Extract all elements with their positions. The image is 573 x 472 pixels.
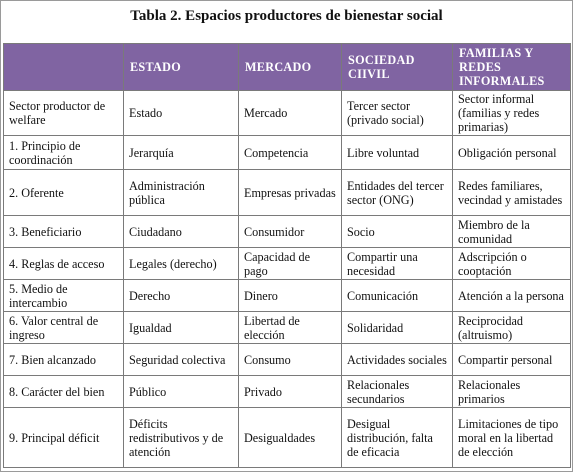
cell-mercado: Consumidor — [238, 215, 342, 248]
cell-familias: Compartir personal — [452, 343, 571, 376]
row-label: Sector productor de welfare — [3, 90, 124, 136]
cell-familias: Redes familiares, vecindad y amistades — [452, 169, 571, 216]
table-title: Tabla 2. Espacios productores de bienest… — [130, 8, 443, 24]
table-row: 6. Valor central de ingreso Igualdad Lib… — [3, 311, 571, 344]
cell-familias: Reciprocidad (altruismo) — [452, 311, 571, 344]
cell-estado: Derecho — [123, 279, 239, 312]
cell-familias: Relacionales primarios — [452, 375, 571, 408]
cell-sociedad-civil: Libre voluntad — [341, 135, 453, 170]
cell-mercado: Consumo — [238, 343, 342, 376]
cell-mercado: Competencia — [238, 135, 342, 170]
row-label: 5. Medio de intercambio — [3, 279, 124, 312]
cell-sociedad-civil: Compartir una necesidad — [341, 247, 453, 280]
cell-sociedad-civil: Desigual distribución, falta de eficacia — [341, 407, 453, 468]
cell-mercado: Desigualdades — [238, 407, 342, 468]
cell-sociedad-civil: Entidades del tercer sector (ONG) — [341, 169, 453, 216]
row-label: 9. Principal déficit — [3, 407, 124, 468]
cell-estado: Jerarquía — [123, 135, 239, 170]
header-cell-mercado: MERCADO — [238, 43, 342, 91]
table-row: 3. Beneficiario Ciudadano Consumidor Soc… — [3, 215, 571, 248]
cell-mercado: Dinero — [238, 279, 342, 312]
cell-familias: Atención a la persona — [452, 279, 571, 312]
cell-estado: Ciudadano — [123, 215, 239, 248]
row-label: 8. Carácter del bien — [3, 375, 124, 408]
row-label: 2. Oferente — [3, 169, 124, 216]
table-row: 8. Carácter del bien Público Privado Rel… — [3, 375, 571, 408]
cell-estado: Igualdad — [123, 311, 239, 344]
cell-familias: Limitaciones de tipo moral en la liberta… — [452, 407, 571, 468]
header-cell-empty — [3, 43, 124, 91]
cell-estado: Seguridad colectiva — [123, 343, 239, 376]
cell-sociedad-civil: Socio — [341, 215, 453, 248]
cell-familias: Miembro de la comunidad — [452, 215, 571, 248]
cell-estado: Déficits redistributivos y de atención — [123, 407, 239, 468]
table-row: 9. Principal déficit Déficits redistribu… — [3, 407, 571, 468]
cell-sociedad-civil: Relacionales secundarios — [341, 375, 453, 408]
header-row: ESTADO MERCADO SOCIEDAD CIIVIL FAMILIAS … — [3, 43, 571, 91]
cell-sociedad-civil: Tercer sector (privado social) — [341, 90, 453, 136]
cell-mercado: Empresas privadas — [238, 169, 342, 216]
cell-mercado: Libertad de elección — [238, 311, 342, 344]
table-row: Sector productor de welfare Estado Merca… — [3, 90, 571, 136]
row-label: 3. Beneficiario — [3, 215, 124, 248]
cell-estado: Público — [123, 375, 239, 408]
table-row: 2. Oferente Administración pública Empre… — [3, 169, 571, 216]
cell-mercado: Mercado — [238, 90, 342, 136]
table-row: 7. Bien alcanzado Seguridad colectiva Co… — [3, 343, 571, 376]
cell-familias: Sector informal (familias y redes primar… — [452, 90, 571, 136]
cell-sociedad-civil: Actividades sociales — [341, 343, 453, 376]
table-row: 1. Principio de coordinación Jerarquía C… — [3, 135, 571, 170]
cell-estado: Administración pública — [123, 169, 239, 216]
header-cell-familias: FAMILIAS Y REDES INFORMALES — [452, 43, 571, 91]
cell-sociedad-civil: Solidaridad — [341, 311, 453, 344]
row-label: 4. Reglas de acceso — [3, 247, 124, 280]
table-row: 5. Medio de intercambio Derecho Dinero C… — [3, 279, 571, 312]
header-cell-sociedad-civil: SOCIEDAD CIIVIL — [341, 43, 453, 91]
cell-familias: Adscripción o cooptación — [452, 247, 571, 280]
cell-familias: Obligación personal — [452, 135, 571, 170]
row-label: 1. Principio de coordinación — [3, 135, 124, 170]
cell-mercado: Capacidad de pago — [238, 247, 342, 280]
cell-estado: Legales (derecho) — [123, 247, 239, 280]
cell-mercado: Privado — [238, 375, 342, 408]
cell-estado: Estado — [123, 90, 239, 136]
row-label: 7. Bien alcanzado — [3, 343, 124, 376]
row-label: 6. Valor central de ingreso — [3, 311, 124, 344]
welfare-spaces-table: ESTADO MERCADO SOCIEDAD CIIVIL FAMILIAS … — [3, 43, 571, 468]
cell-sociedad-civil: Comunicación — [341, 279, 453, 312]
table-row: 4. Reglas de acceso Legales (derecho) Ca… — [3, 247, 571, 280]
header-cell-estado: ESTADO — [123, 43, 239, 91]
